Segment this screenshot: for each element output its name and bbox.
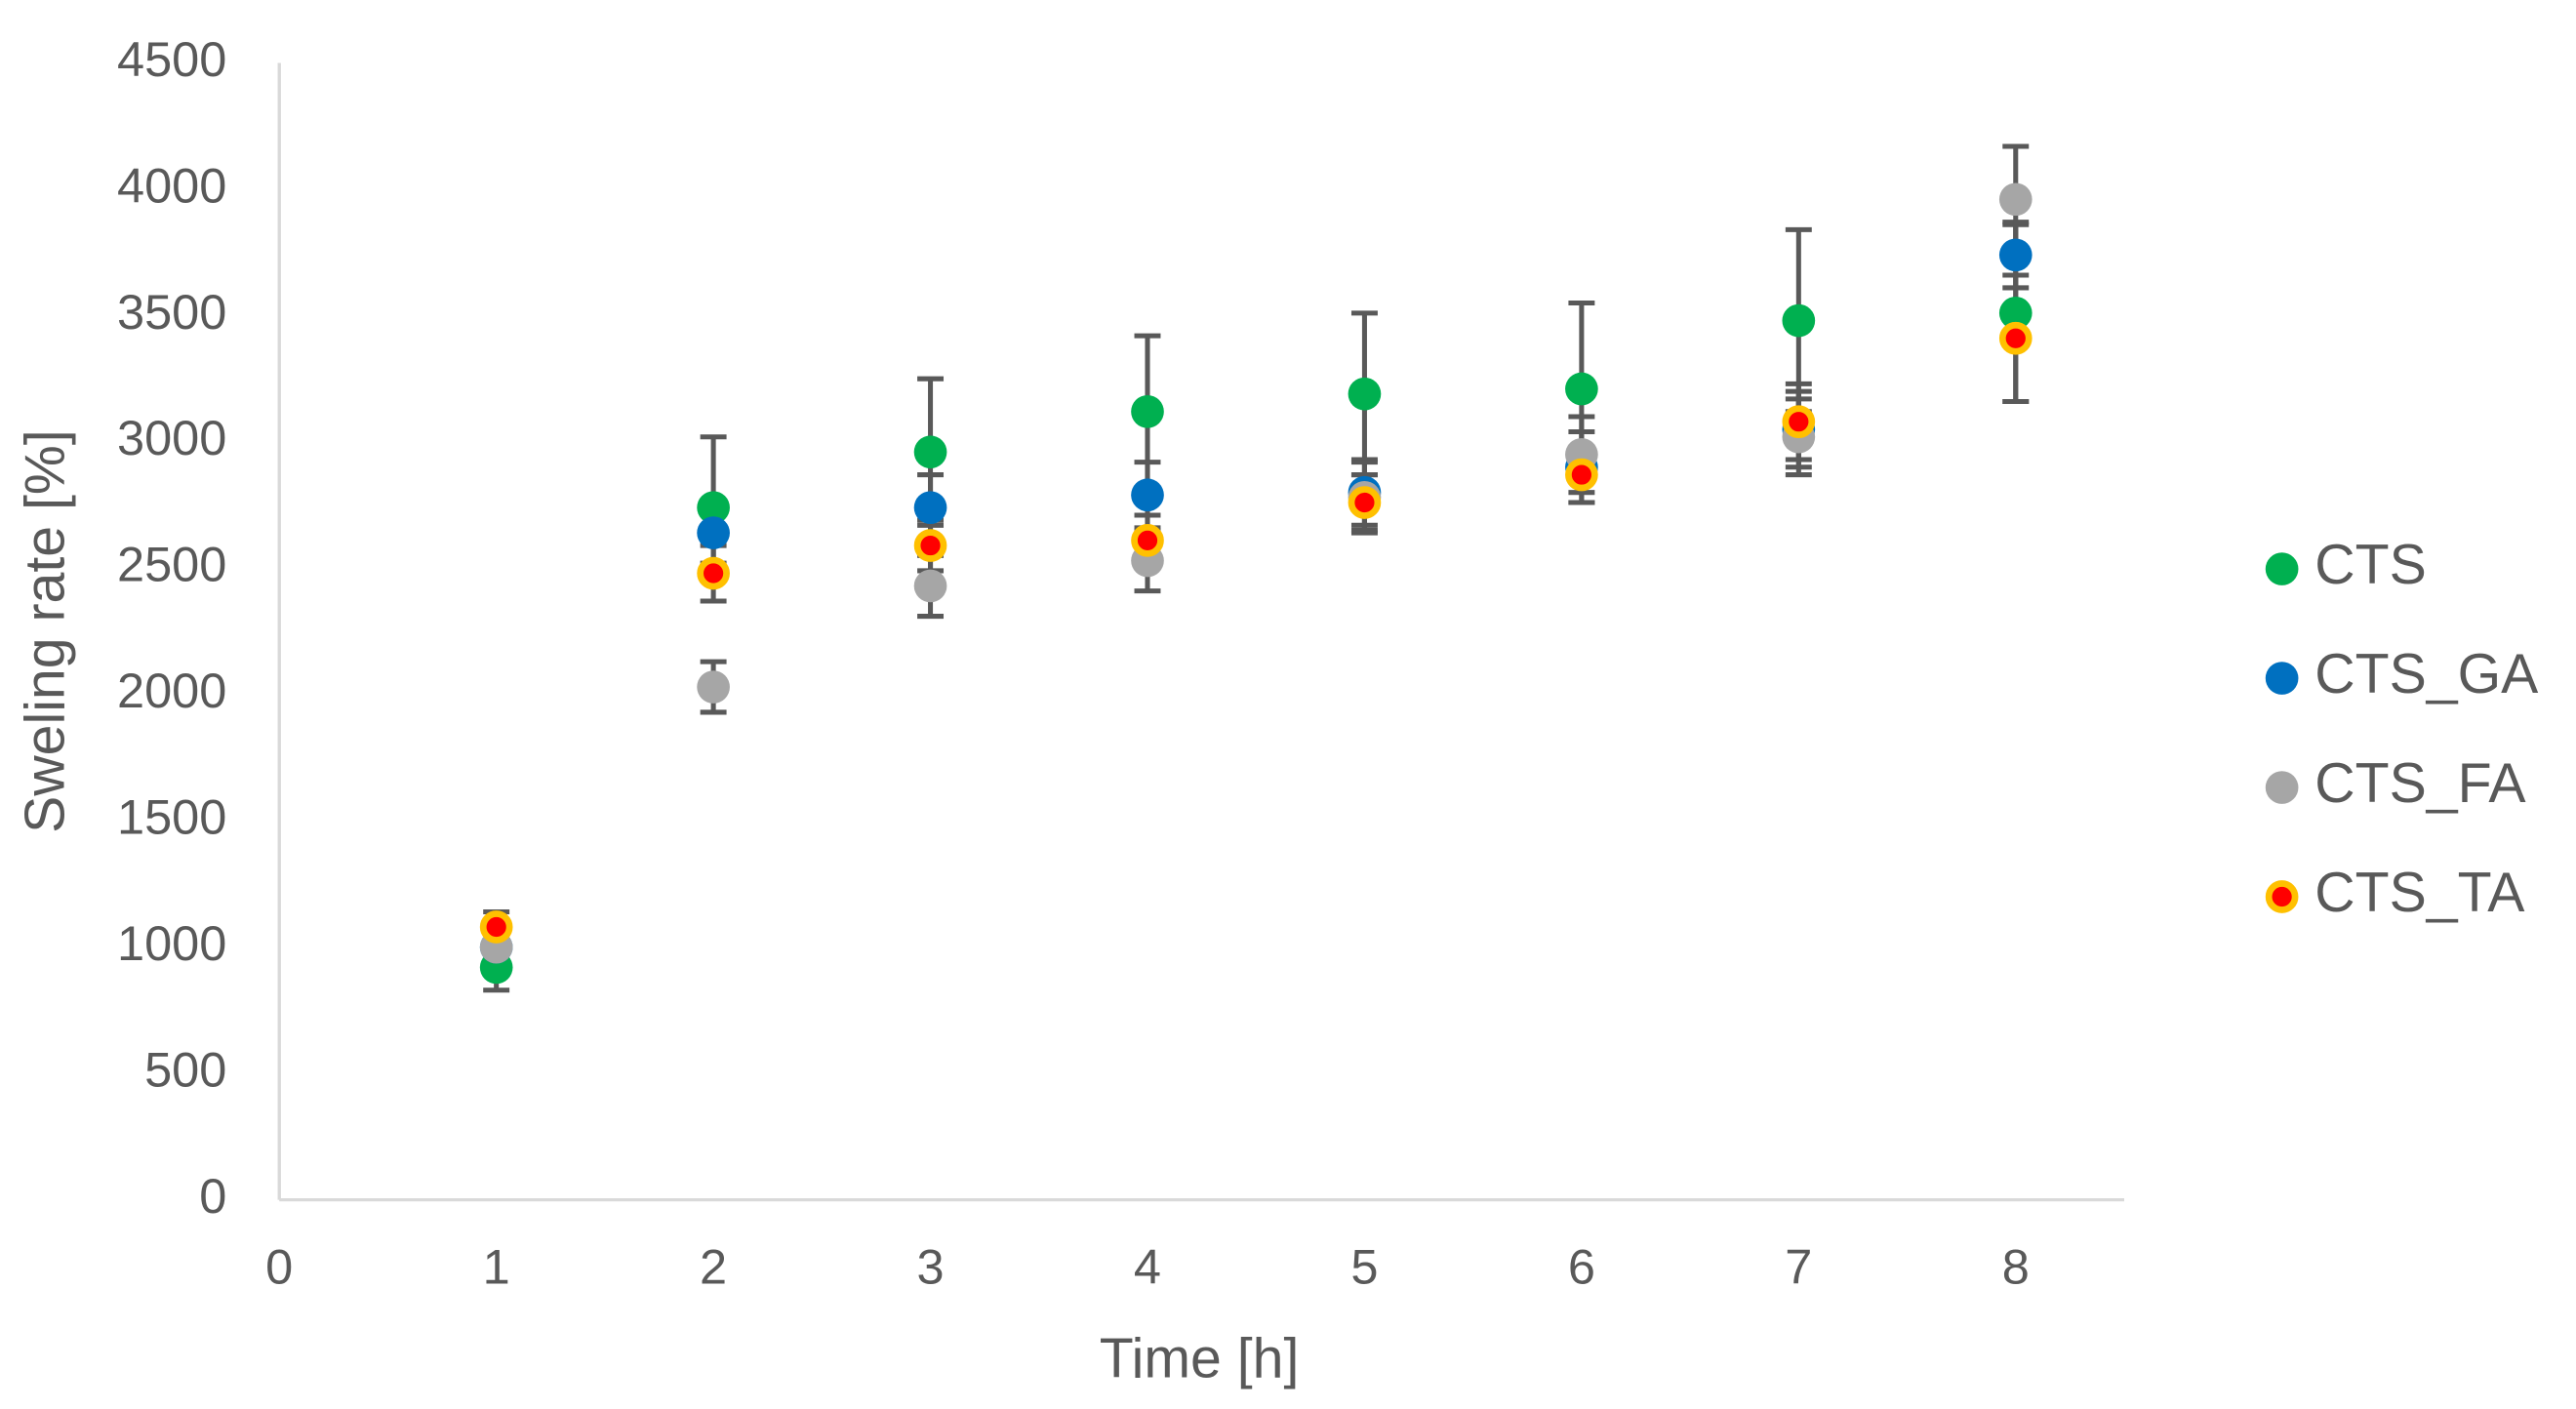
marker bbox=[697, 491, 730, 525]
y-tick-label: 4000 bbox=[117, 157, 226, 213]
marker bbox=[479, 910, 513, 944]
y-tick-label: 0 bbox=[199, 1168, 226, 1224]
marker bbox=[1565, 458, 1598, 492]
legend-marker bbox=[2265, 880, 2299, 913]
marker bbox=[913, 491, 947, 525]
legend-marker bbox=[2265, 771, 2299, 804]
marker bbox=[1998, 182, 2033, 217]
x-tick-label: 8 bbox=[2002, 1238, 2030, 1294]
y-tick-label: 4500 bbox=[117, 31, 226, 87]
x-tick-label: 5 bbox=[1350, 1238, 1378, 1294]
legend-marker bbox=[2265, 552, 2299, 585]
y-tick-label: 1500 bbox=[117, 789, 226, 845]
marker bbox=[697, 670, 730, 704]
marker bbox=[1131, 478, 1164, 512]
marker bbox=[1998, 238, 2033, 272]
legend-label: CTS_TA bbox=[2314, 862, 2525, 924]
y-tick-label: 3500 bbox=[117, 284, 226, 340]
x-tick-label: 3 bbox=[917, 1238, 945, 1294]
y-tick-label: 3000 bbox=[117, 410, 226, 465]
y-tick-label: 2000 bbox=[117, 663, 226, 718]
y-tick-label: 500 bbox=[144, 1042, 226, 1098]
marker bbox=[697, 556, 730, 590]
marker bbox=[1782, 405, 1816, 439]
x-tick-label: 2 bbox=[700, 1238, 727, 1294]
x-tick-label: 0 bbox=[265, 1238, 293, 1294]
marker bbox=[697, 516, 730, 549]
legend-marker bbox=[2265, 662, 2299, 695]
marker bbox=[913, 435, 947, 469]
legend-label: CTS_FA bbox=[2314, 752, 2526, 815]
y-axis-label: Sweling rate [%] bbox=[15, 429, 77, 833]
x-tick-label: 6 bbox=[1568, 1238, 1595, 1294]
marker bbox=[1131, 394, 1164, 428]
marker bbox=[913, 569, 947, 603]
x-tick-label: 7 bbox=[1785, 1238, 1812, 1294]
x-axis-label: Time [h] bbox=[1100, 1327, 1300, 1389]
marker bbox=[913, 529, 947, 562]
x-tick-label: 4 bbox=[1134, 1238, 1161, 1294]
legend-label: CTS_GA bbox=[2314, 643, 2539, 705]
marker bbox=[1565, 372, 1598, 406]
marker bbox=[1131, 524, 1164, 557]
marker bbox=[1998, 321, 2033, 355]
y-tick-label: 2500 bbox=[117, 537, 226, 592]
y-tick-label: 1000 bbox=[117, 915, 226, 971]
marker bbox=[1348, 377, 1382, 411]
marker bbox=[1998, 297, 2033, 330]
marker bbox=[1348, 486, 1382, 519]
legend-label: CTS bbox=[2314, 534, 2426, 596]
x-tick-label: 1 bbox=[483, 1238, 510, 1294]
marker bbox=[1782, 303, 1816, 338]
